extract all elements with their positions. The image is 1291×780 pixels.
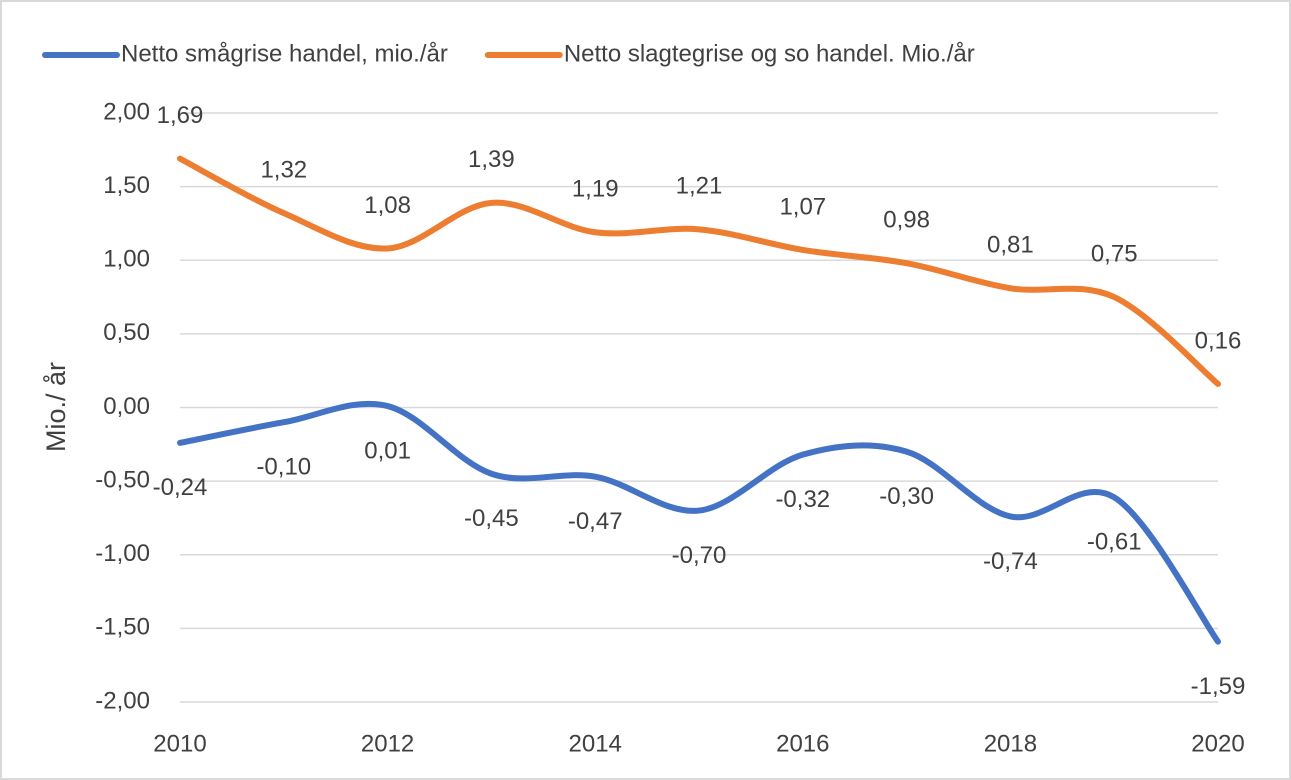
x-tick-label: 2014 xyxy=(569,730,622,757)
y-tick-label: 0,00 xyxy=(103,393,150,420)
x-tick-label: 2012 xyxy=(361,730,414,757)
y-tick-label: -1,50 xyxy=(95,614,150,641)
data-label: 1,39 xyxy=(468,146,515,173)
y-tick-label: 1,00 xyxy=(103,246,150,273)
data-label: -0,24 xyxy=(153,474,208,501)
data-label: 0,98 xyxy=(883,207,930,234)
y-tick-label: -0,50 xyxy=(95,466,150,493)
line xyxy=(177,155,1221,387)
data-label: 0,16 xyxy=(1195,327,1242,354)
x-tick-label: 2010 xyxy=(153,730,206,757)
data-label: 1,32 xyxy=(260,156,307,183)
y-tick-label: 0,50 xyxy=(103,319,150,346)
x-tick-label: 2018 xyxy=(984,730,1037,757)
data-label: 1,69 xyxy=(157,102,204,129)
y-tick-label: -1,00 xyxy=(95,540,150,567)
data-label: -0,10 xyxy=(256,454,311,481)
y-tick-label: -2,00 xyxy=(95,687,150,714)
data-label: -0,45 xyxy=(464,505,519,532)
x-tick-label: 2020 xyxy=(1191,730,1244,757)
data-label: -0,74 xyxy=(983,548,1038,575)
data-label: 1,19 xyxy=(572,176,619,203)
y-axis-label: Mio./ år xyxy=(41,362,71,452)
y-tick-label: 2,00 xyxy=(103,98,150,125)
data-label: 0,75 xyxy=(1091,240,1138,267)
data-label: -0,47 xyxy=(568,508,623,535)
data-label: 1,08 xyxy=(364,192,411,219)
legend-label: Netto slagtegrise og so handel. Mio./år xyxy=(564,40,975,67)
data-label: 1,21 xyxy=(676,173,723,200)
y-tick-label: 1,50 xyxy=(103,172,150,199)
line xyxy=(177,400,1221,645)
data-label: -0,30 xyxy=(879,483,934,510)
data-label: -1,59 xyxy=(1191,673,1246,700)
data-label: 0,01 xyxy=(364,437,411,464)
x-tick-label: 2016 xyxy=(776,730,829,757)
legend-label: Netto smågrise handel, mio./år xyxy=(121,40,448,67)
data-label: -0,61 xyxy=(1087,529,1142,556)
data-label: -0,32 xyxy=(775,486,830,513)
data-label: 1,07 xyxy=(779,193,826,220)
data-label: 0,81 xyxy=(987,232,1034,259)
data-label: -0,70 xyxy=(672,542,727,569)
